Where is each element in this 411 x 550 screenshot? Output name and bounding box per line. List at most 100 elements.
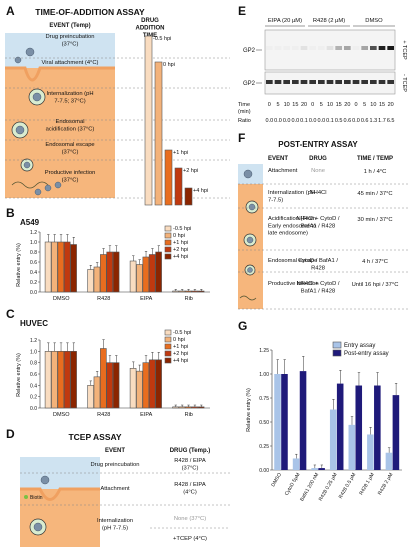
blot-band <box>387 80 394 84</box>
panel-a-col-event: EVENT (Temp) <box>49 23 90 29</box>
virus-icon <box>44 184 52 192</box>
blot-band <box>309 46 316 50</box>
data-bar <box>142 256 150 293</box>
data-bar <box>100 348 107 409</box>
panel-a-col-drug: DRUG <box>141 18 159 24</box>
panel-a-event: Internalization (pH <box>46 91 93 97</box>
data-bar <box>70 351 77 409</box>
y-tick-label: 0.25 <box>259 444 269 450</box>
blot-band <box>378 80 386 84</box>
time-value: 0 <box>354 102 357 108</box>
y-tick-label: 0.0 <box>30 290 37 296</box>
blot-band <box>378 46 386 50</box>
data-bar <box>57 241 65 293</box>
panel-f-drug: None <box>311 168 325 174</box>
category-label: R428 1 µM <box>358 472 375 496</box>
panel-a-event: acidification (37°C) <box>46 126 95 132</box>
data-bar <box>197 290 205 293</box>
panel-d-letter: D <box>6 427 15 441</box>
ratio-value: 0.0 <box>292 118 300 124</box>
category-label: EIPA <box>140 296 152 302</box>
y-tick-label: 0.8 <box>30 361 37 367</box>
ratio-value: 0.6 <box>344 118 352 124</box>
legend-swatch <box>164 329 172 336</box>
time-value: 5 <box>276 102 279 108</box>
panel-a-event: Endosomal escape <box>45 142 94 148</box>
blot-band <box>309 80 316 84</box>
blot-band <box>387 46 394 50</box>
category-label: EIPA <box>140 412 152 418</box>
ratio-value: 0.5 <box>335 118 343 124</box>
y-tick-label: 0.50 <box>259 420 269 426</box>
category-label: DMSO <box>270 472 283 488</box>
panel-f-drug: BafA1 / R428 <box>301 288 335 294</box>
data-bar <box>70 244 77 293</box>
panel-d-event: Drug preincubation <box>91 462 140 468</box>
data-bar <box>136 264 143 293</box>
y-tick-label: 1.0 <box>30 349 37 355</box>
category-label: Rib <box>185 296 193 302</box>
legend-label: +1 hpi <box>173 344 188 350</box>
blot-group-label: R428 (2 µM) <box>313 18 345 24</box>
panel-f-title: POST-ENTRY ASSAY <box>278 140 358 149</box>
ratio-value: 0.0 <box>352 118 360 124</box>
time-value: 20 <box>344 102 350 108</box>
panel-f-letter: F <box>238 131 245 145</box>
data-bar <box>348 424 356 470</box>
data-bar <box>318 468 325 470</box>
y-axis-label: Relative entry (%) <box>16 353 22 397</box>
blot-band <box>283 80 290 84</box>
legend-swatch <box>164 246 172 253</box>
data-bar <box>185 290 192 293</box>
panel-e-letter: E <box>238 4 246 18</box>
data-bar <box>112 251 120 293</box>
category-label: DMSO <box>53 412 70 418</box>
data-bar <box>100 254 107 293</box>
virus-icon <box>23 161 31 169</box>
category-label: R428 0.25 µM <box>318 472 339 502</box>
panel-f-drug: BafA1 / R428 <box>301 223 335 229</box>
panel-f-drug: NH4Cl + CytoD / <box>296 281 339 287</box>
data-bar <box>148 254 156 293</box>
legend-label: +2 hpi <box>173 351 188 357</box>
time-value: 0 <box>268 102 271 108</box>
time-value: 10 <box>327 102 333 108</box>
virus-icon <box>33 522 43 532</box>
data-bar <box>191 406 199 409</box>
panel-c-letter: C <box>6 307 15 321</box>
y-tick-label: 0.6 <box>30 372 37 378</box>
data-bar <box>63 351 71 409</box>
bar-label: +1 hpi <box>173 150 188 156</box>
data-bar <box>155 359 162 409</box>
panel-f-event: Endosomal escape <box>268 258 317 264</box>
blot-band <box>335 80 342 84</box>
data-bar <box>142 362 150 409</box>
legend-label: +4 hpi <box>173 254 188 260</box>
data-bar <box>385 452 393 470</box>
panel-a-event: Viral attachment (4°C) <box>42 60 99 66</box>
time-value: 20 <box>301 102 307 108</box>
blot-band <box>335 46 342 50</box>
blot-band <box>353 46 360 50</box>
panel-f-event: Attachment <box>268 168 298 174</box>
time-of-addition-bar <box>154 61 163 206</box>
category-label: R428 <box>97 296 110 302</box>
cell-membrane <box>5 66 115 82</box>
y-axis-label: Relative entry (%) <box>246 388 252 432</box>
data-bar <box>336 383 344 470</box>
legend-label: Post-entry assay <box>344 351 389 357</box>
data-bar <box>44 241 52 293</box>
y-axis-label: Relative entry (%) <box>16 243 22 287</box>
y-tick-label: 0.8 <box>30 250 37 256</box>
blot-group-label: DMSO <box>365 18 383 24</box>
category-label: R428 2 µM <box>377 472 394 496</box>
time-of-addition-bar <box>164 149 173 206</box>
panel-f-time: 4 h / 37°C <box>362 259 388 265</box>
legend-swatch <box>164 232 172 239</box>
data-bar <box>44 351 52 409</box>
rna-icon <box>11 181 49 189</box>
rna-icon <box>239 295 257 301</box>
data-bar <box>172 406 179 409</box>
blot-band <box>326 80 334 84</box>
virus-icon <box>248 203 256 211</box>
